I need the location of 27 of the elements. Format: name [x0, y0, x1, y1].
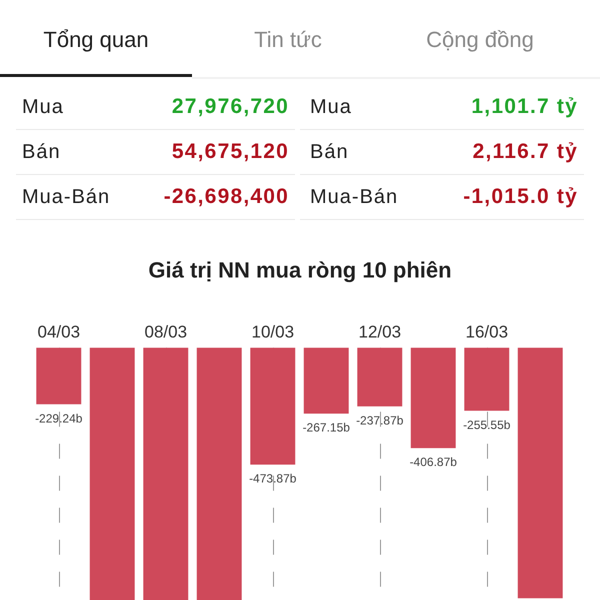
data-label: -406.87b — [410, 455, 458, 470]
text: 2,116.7 tỷ — [472, 139, 578, 165]
category-label: Bán — [310, 141, 349, 163]
text: 54,675,120 — [172, 139, 289, 165]
text: -1,015.0 tỷ — [463, 184, 578, 210]
category-label: Mua-Bán — [310, 186, 398, 208]
text: Tin tức — [253, 26, 323, 54]
category-label: Bán — [22, 140, 61, 165]
data-label: -255.55b — [463, 418, 511, 432]
x-tick-label: 16/03 — [465, 322, 508, 342]
category-label: Mua — [22, 95, 64, 120]
x-tick-label: 10/03 — [251, 322, 294, 342]
category-label: Mua — [310, 96, 352, 118]
chart-title: Giá trị NN mua ròng 10 phiên — [148, 258, 452, 282]
text: Tổng quan — [42, 26, 150, 54]
data-label: -267.15b — [302, 420, 350, 435]
text: 27,976,720 — [172, 94, 289, 120]
text: Cộng đồng — [425, 26, 535, 54]
x-tick-label: 08/03 — [144, 322, 188, 342]
text: 1,101.7 tỷ — [471, 94, 578, 120]
category-label: Mua-Bán — [22, 185, 110, 210]
data-label: -237.87b — [356, 413, 404, 428]
x-tick-label: 04/03 — [37, 322, 80, 342]
data-label: -473.87b — [249, 472, 297, 486]
text: -26,698,400 — [164, 184, 289, 210]
data-label: -229.24b — [35, 411, 83, 426]
x-tick-label: 12/03 — [358, 322, 402, 342]
